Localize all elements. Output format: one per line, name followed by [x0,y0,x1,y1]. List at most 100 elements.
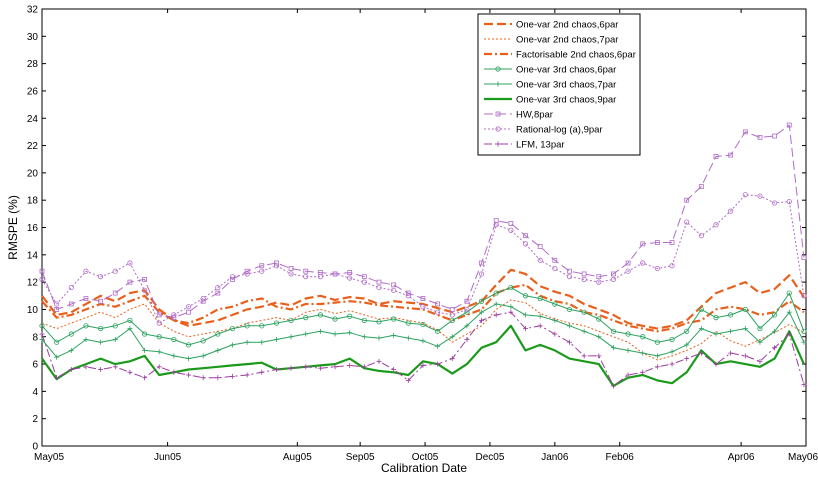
data-point [229,274,236,280]
x-tick-label: Aug05 [283,452,312,463]
data-point [244,339,250,345]
data-point [654,364,660,370]
data-point [654,339,660,345]
data-point [566,306,573,313]
data-point [654,265,660,272]
data-point [640,369,646,375]
data-point [508,227,514,233]
data-point [742,326,748,332]
y-tick-label: 6 [32,360,38,371]
data-point [728,152,734,158]
data-point [596,334,602,340]
data-point [156,364,162,370]
data-point [479,317,485,323]
data-point [68,301,74,307]
data-point [347,270,353,275]
data-point [449,307,455,312]
data-point [244,323,250,329]
data-point [508,284,514,291]
data-point [493,222,499,228]
data-point [464,306,470,313]
data-point [259,339,265,345]
data-point [669,361,675,367]
data-point [420,362,426,368]
y-tick-label: 30 [27,32,39,43]
data-point [361,334,367,340]
data-point [391,287,397,293]
data-point [98,298,104,304]
data-point [449,356,455,362]
data-point [83,336,89,342]
data-point [508,304,514,310]
data-point [68,367,74,373]
y-tick-label: 28 [27,59,39,70]
data-point [581,276,587,282]
data-point [698,184,704,189]
legend-label: Rational-log (a),9par [516,125,603,136]
legend-marker [495,81,501,87]
data-point [332,364,338,370]
data-point [640,350,646,356]
data-point [610,328,617,334]
data-point [347,362,353,368]
data-point [391,367,397,373]
data-point [171,312,177,318]
data-point [273,263,280,269]
data-point [684,328,690,334]
data-point [39,323,45,329]
y-tick-label: 16 [27,223,39,234]
data-point [435,328,441,334]
data-point [186,372,192,378]
data-point [684,219,690,225]
x-tick-label: Dec05 [475,452,504,463]
data-point [757,325,763,332]
data-point [581,328,587,334]
legend: One-var 2nd chaos,6par One-var 2nd chaos,… [477,13,641,156]
data-point [54,339,60,345]
data-point [361,274,367,280]
data-point [200,338,206,344]
data-point [376,279,382,285]
data-point [786,309,792,315]
data-point [200,295,206,302]
data-point [654,353,660,359]
series-8 [39,192,807,326]
legend-entry: One-var 3rd chaos,9par [484,95,616,106]
data-point [552,265,558,272]
data-point [303,274,309,280]
data-point [698,326,704,332]
data-point [435,361,441,367]
data-point [508,221,514,226]
data-point [625,331,631,337]
data-point [112,323,118,329]
data-point [391,332,397,338]
data-point [757,134,763,140]
data-point [610,276,617,282]
data-point [566,339,572,345]
data-point [713,222,719,228]
data-point [332,271,338,277]
data-point [244,268,250,274]
data-point [669,336,675,343]
data-point [244,372,250,378]
data-point [772,133,778,139]
data-point [156,349,162,355]
data-point [669,349,675,355]
data-point [112,268,118,274]
y-axis-label: RMSPE (%) [6,195,20,260]
data-point [449,317,455,323]
data-point [141,287,148,293]
data-point [464,298,470,304]
legend-entry: Factorisable 2nd chaos,6par [484,50,636,61]
data-point [464,336,470,342]
data-point [303,331,309,337]
legend-label: HW,8par [516,110,553,121]
data-point [83,296,89,301]
data-point [698,350,704,356]
data-point [523,326,529,332]
data-point [186,356,192,362]
data-point [420,338,426,344]
data-point [244,271,250,277]
data-point [435,309,441,315]
